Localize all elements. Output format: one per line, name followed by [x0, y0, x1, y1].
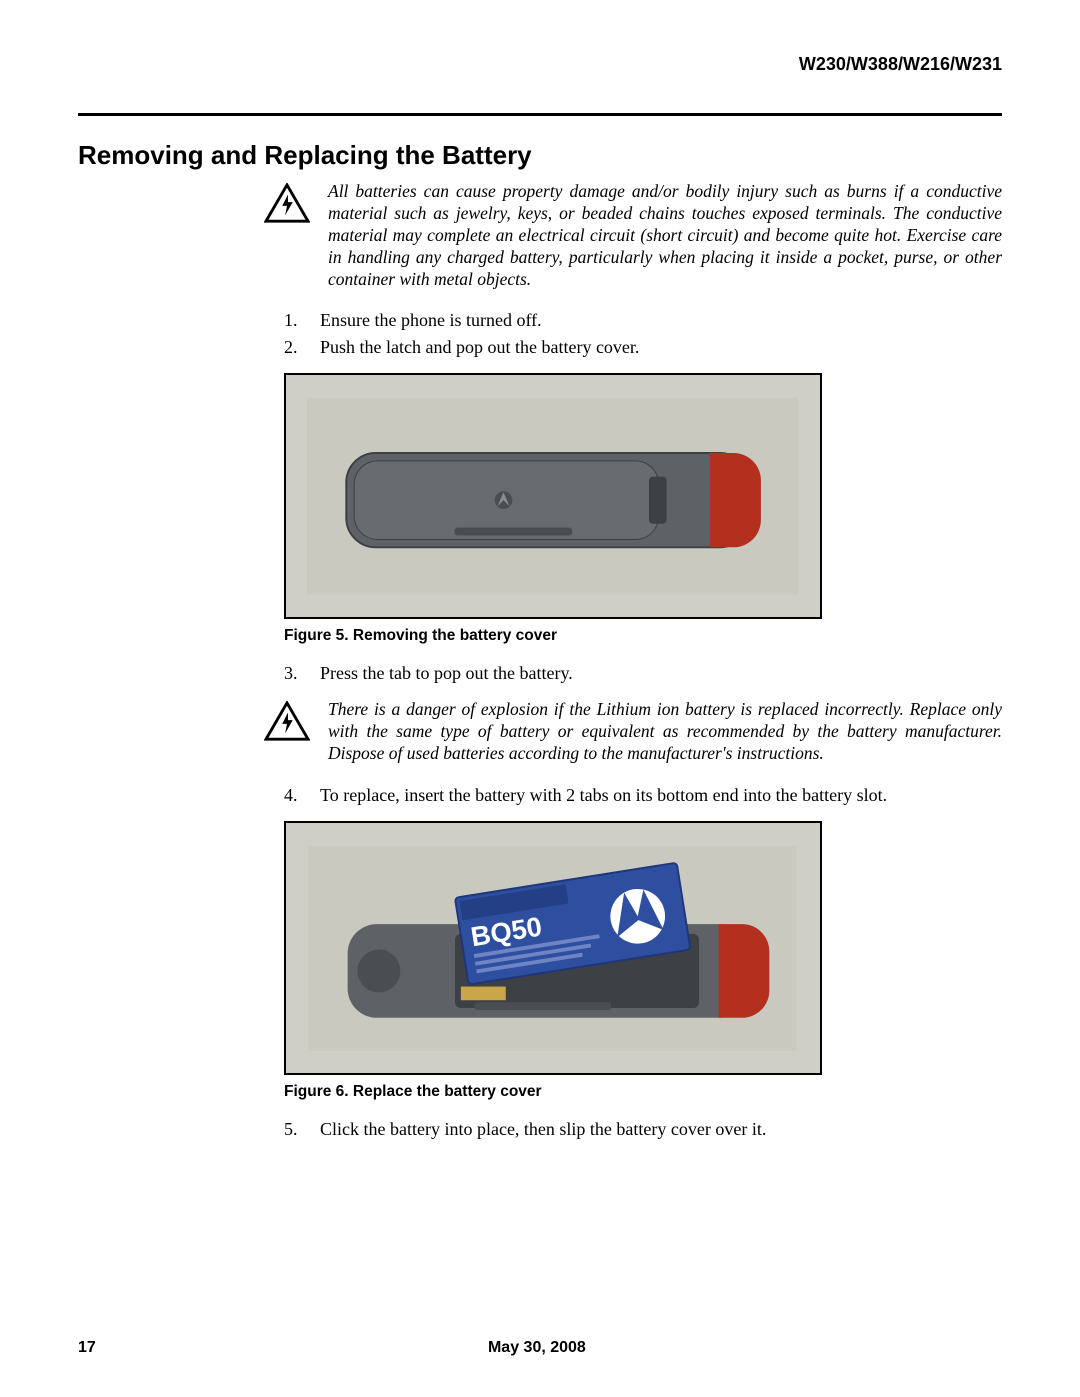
- figure-5: [284, 373, 822, 619]
- steps-block-2: To replace, insert the battery with 2 ta…: [284, 783, 994, 1142]
- step-4: To replace, insert the battery with 2 ta…: [284, 783, 994, 807]
- steps-block-1: Ensure the phone is turned off. Push the…: [284, 308, 994, 685]
- footer-date: May 30, 2008: [96, 1339, 978, 1357]
- page-number: 17: [78, 1339, 96, 1357]
- warning-icon-1-wrap: [264, 181, 310, 230]
- warning-block-1: All batteries can cause property damage …: [264, 181, 1002, 290]
- page-footer: 17 May 30, 2008: [78, 1339, 1002, 1357]
- step-5: Click the battery into place, then slip …: [284, 1117, 994, 1141]
- section-title: Removing and Replacing the Battery: [78, 140, 1002, 171]
- figure-6: BQ50: [284, 821, 822, 1075]
- header-model: W230/W388/W216/W231: [78, 54, 1002, 75]
- warning-text-1: All batteries can cause property damage …: [328, 181, 1002, 290]
- footer-spacer: [978, 1339, 1002, 1357]
- warning-text-2: There is a danger of explosion if the Li…: [328, 699, 1002, 765]
- page-container: W230/W388/W216/W231 Removing and Replaci…: [0, 0, 1080, 1195]
- step-3: Press the tab to pop out the battery.: [284, 661, 994, 685]
- warning-block-2: There is a danger of explosion if the Li…: [264, 699, 1002, 765]
- hazard-icon: [264, 701, 310, 743]
- step-2: Push the latch and pop out the battery c…: [284, 335, 994, 359]
- figure-5-photo: [307, 397, 798, 595]
- header-rule: [78, 113, 1002, 116]
- step-1: Ensure the phone is turned off.: [284, 308, 994, 332]
- figure-5-caption: Figure 5. Removing the battery cover: [284, 627, 994, 645]
- figure-6-photo: BQ50: [307, 846, 798, 1051]
- warning-icon-2-wrap: [264, 699, 310, 748]
- hazard-icon: [264, 183, 310, 225]
- figure-6-caption: Figure 6. Replace the battery cover: [284, 1083, 994, 1101]
